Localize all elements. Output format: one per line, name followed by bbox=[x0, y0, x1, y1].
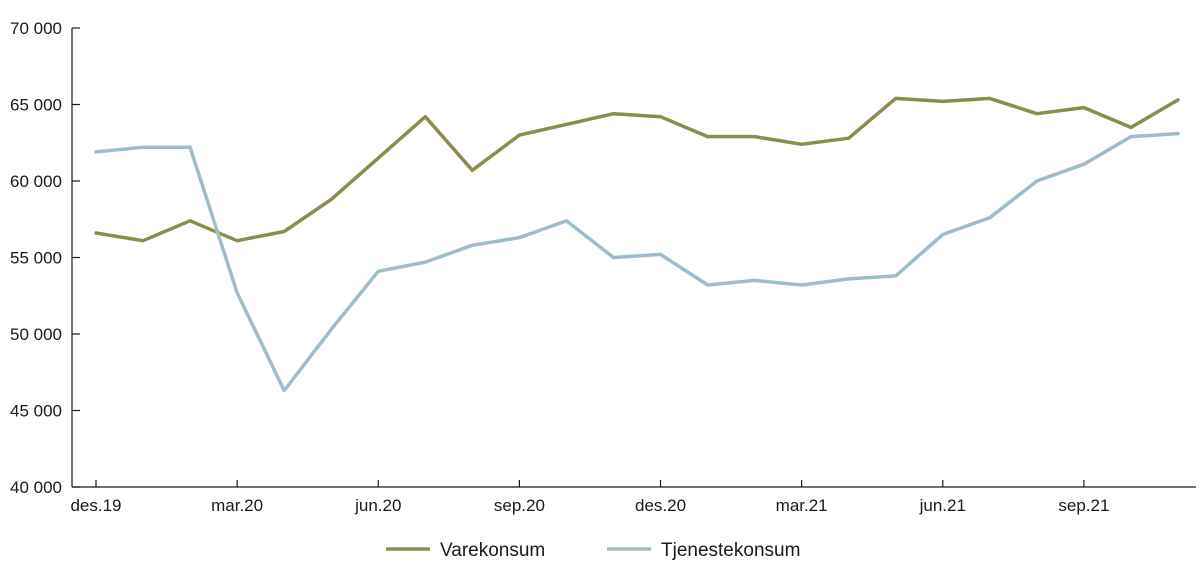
y-tick-label: 45 000 bbox=[10, 402, 62, 421]
x-ticks: des.19 mar.20 jun.20 sep.20 des.20 mar.21 jun.… bbox=[70, 480, 1109, 515]
x-tick-label: mar.20 bbox=[211, 496, 263, 515]
series-group bbox=[94, 96, 1180, 393]
series-line-varekonsum bbox=[94, 96, 1180, 243]
x-tick-label: sep.20 bbox=[494, 496, 545, 515]
y-tick-label: 65 000 bbox=[10, 96, 62, 115]
y-tick-label: 40 000 bbox=[10, 478, 62, 497]
y-tick-label: 50 000 bbox=[10, 325, 62, 344]
legend-label: Varekonsum bbox=[440, 540, 545, 561]
x-tick-label: des.19 bbox=[70, 496, 121, 515]
series-line-tjenestekonsum bbox=[94, 131, 1180, 393]
y-tick-label: 70 000 bbox=[10, 19, 62, 38]
legend-label: Tjenestekonsum bbox=[661, 540, 800, 561]
y-tick-label: 60 000 bbox=[10, 172, 62, 191]
legend: Varekonsum Tjenestekonsum bbox=[386, 540, 800, 561]
x-tick-label: jun.21 bbox=[919, 496, 966, 515]
x-tick-label: sep.21 bbox=[1058, 496, 1109, 515]
y-ticks: 40 000 45 000 50 000 55 000 60 000 65 000 70 0… bbox=[10, 19, 80, 497]
x-tick-label: des.20 bbox=[635, 496, 686, 515]
x-tick-label: mar.21 bbox=[776, 496, 828, 515]
y-tick-label: 55 000 bbox=[10, 249, 62, 268]
x-tick-label: jun.20 bbox=[354, 496, 401, 515]
